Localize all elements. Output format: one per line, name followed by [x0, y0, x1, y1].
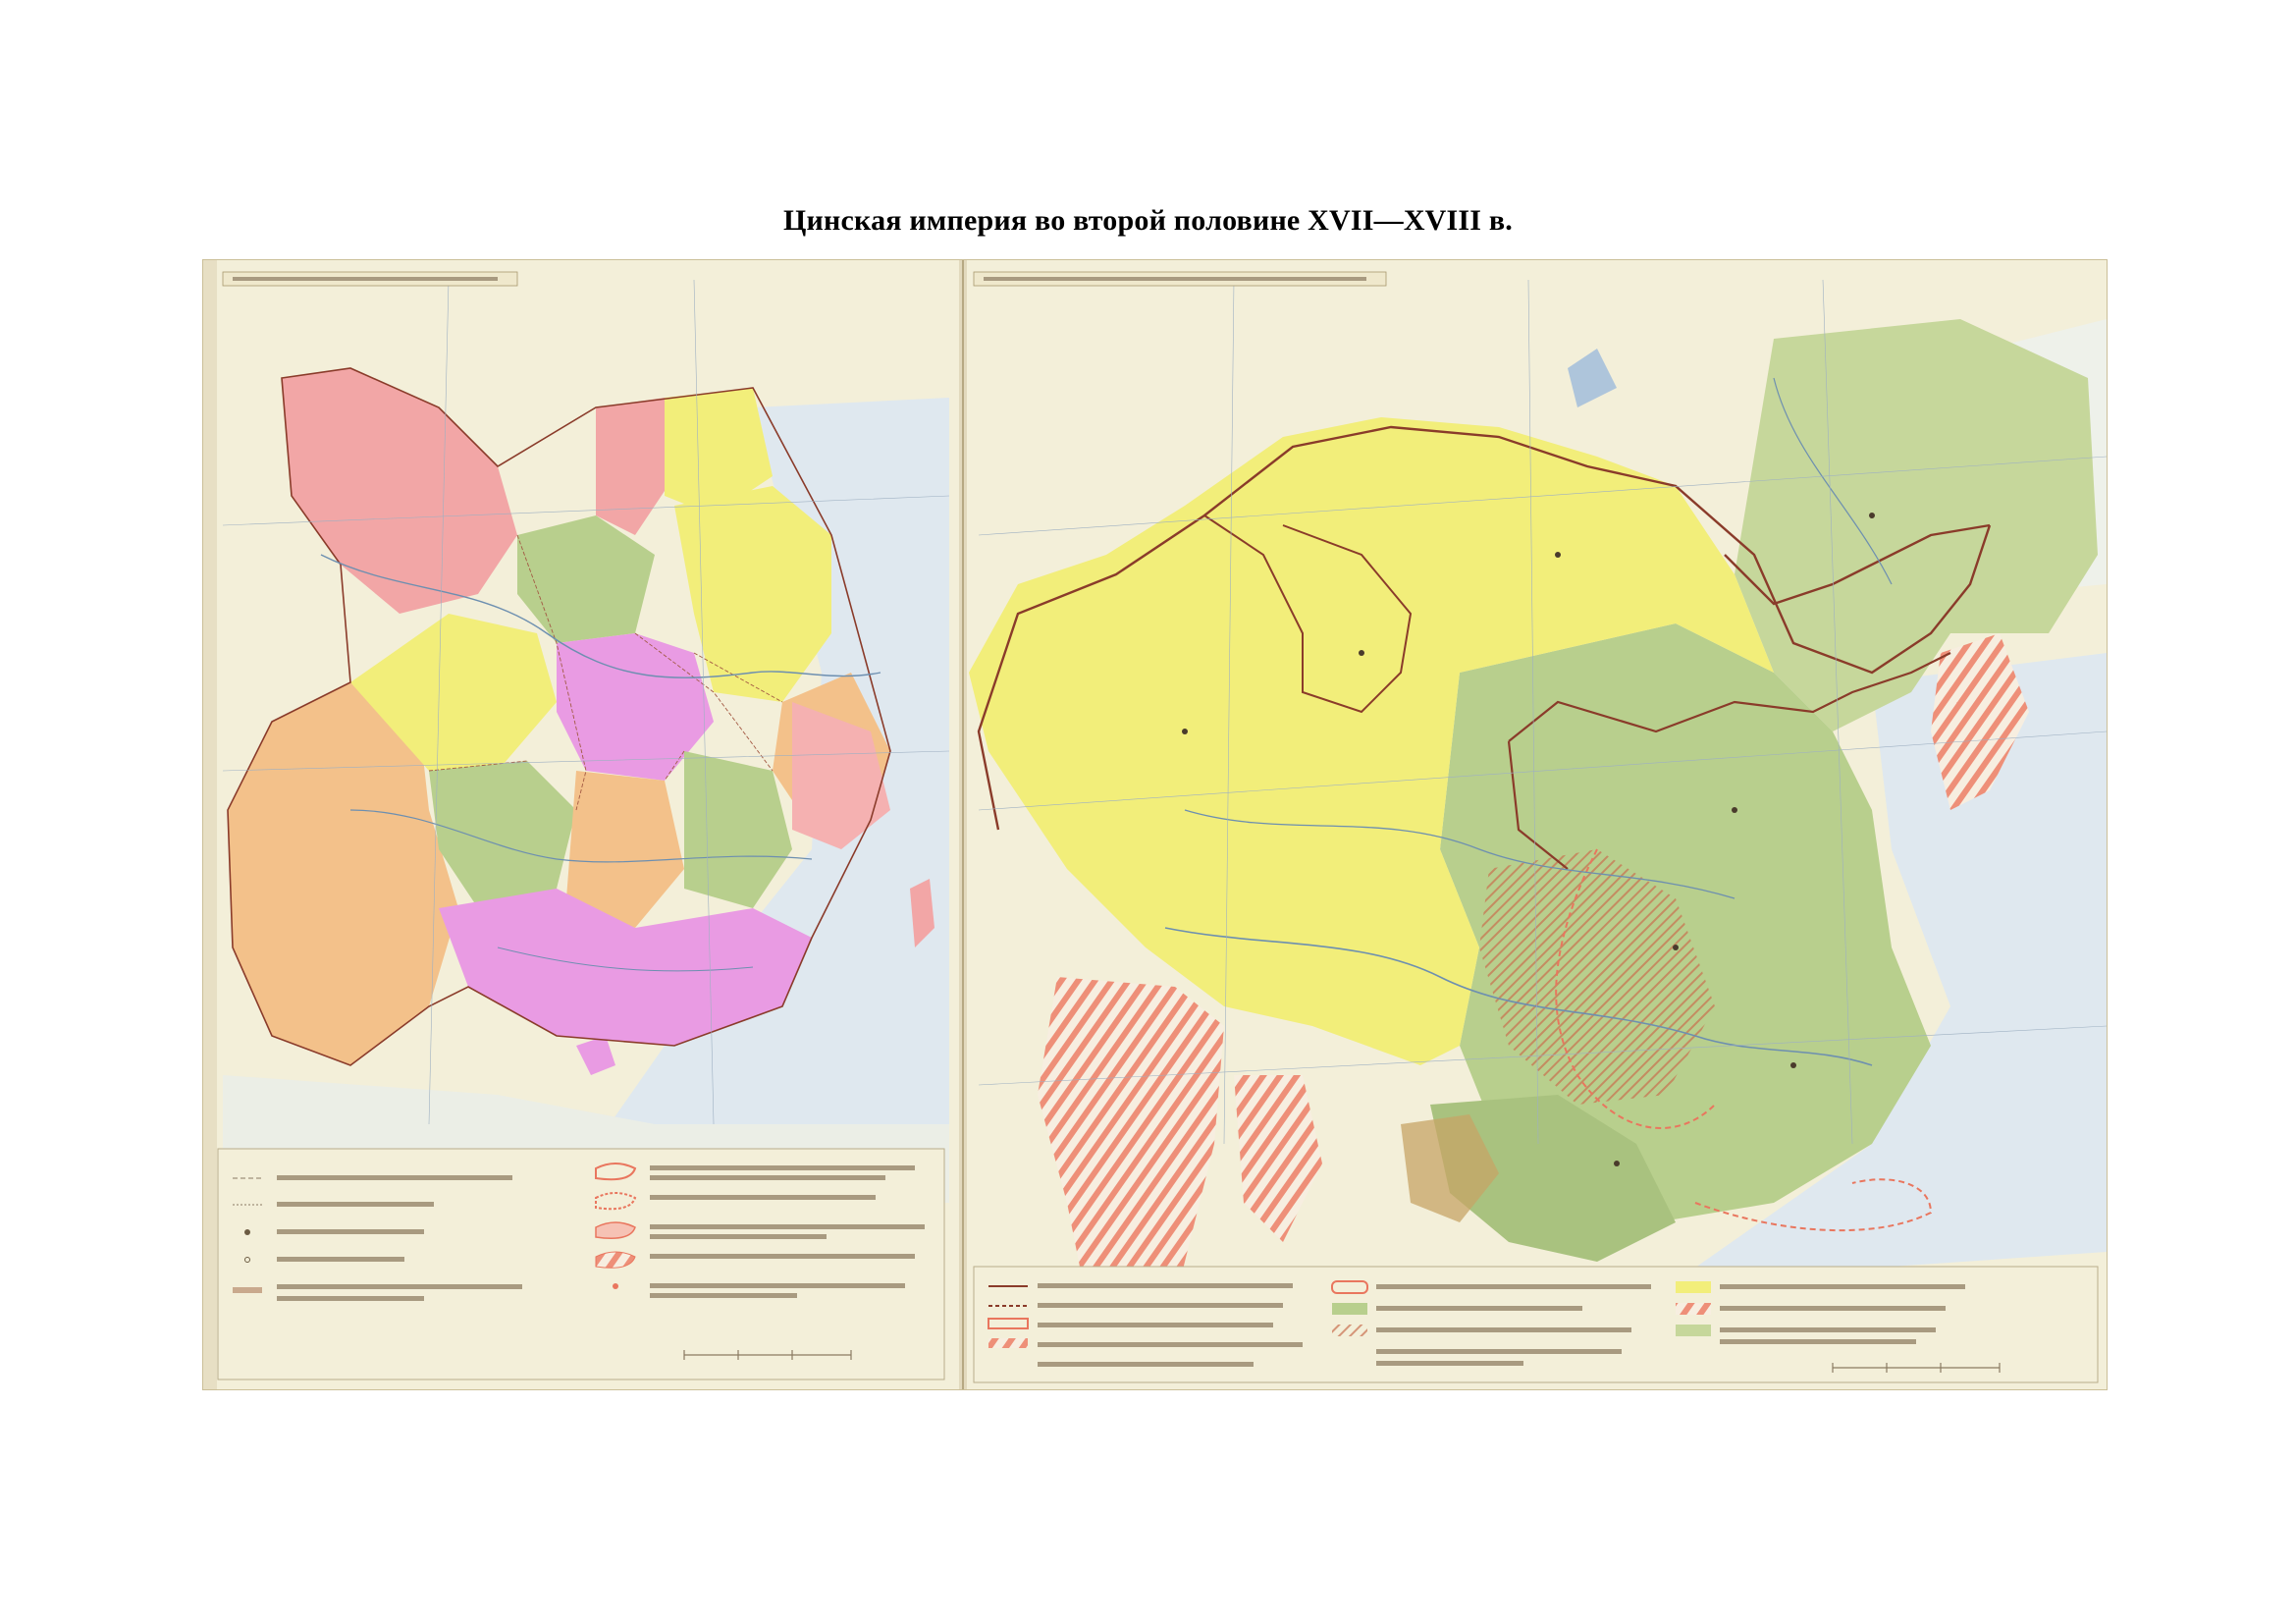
map-artwork [203, 260, 2107, 1389]
historical-map [203, 260, 2107, 1389]
right-main-map [969, 279, 2107, 1383]
page-title: Цинская империя во второй половине XVII—… [783, 204, 1513, 237]
left-inset-map [217, 279, 950, 1380]
